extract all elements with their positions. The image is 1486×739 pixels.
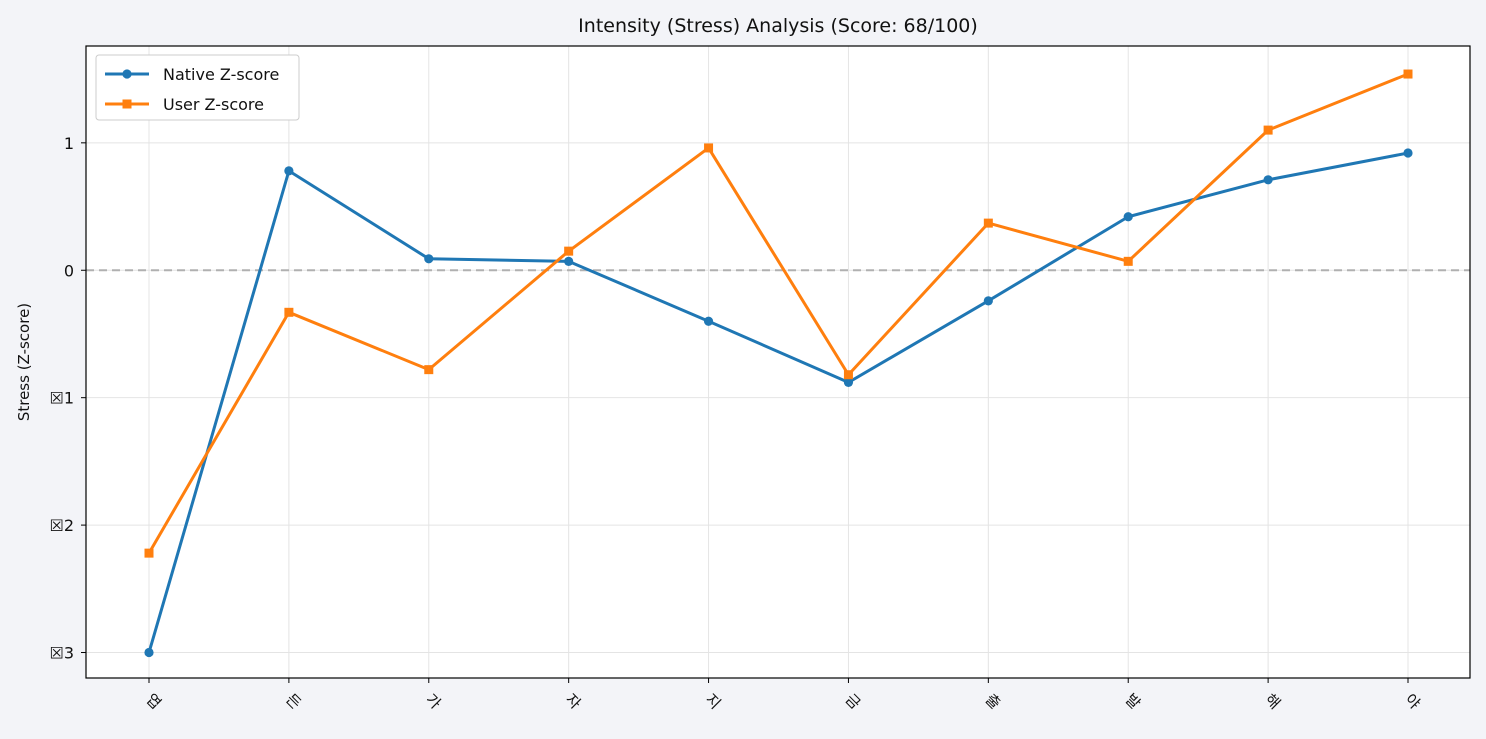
data-point <box>564 246 574 256</box>
series-1 <box>144 148 1413 658</box>
data-point <box>1403 69 1413 79</box>
data-point <box>144 647 154 658</box>
legend-entry: Native Z-score <box>105 65 279 84</box>
plot-frame <box>85 45 1471 679</box>
y-axis-ticks: 1 0 ☒1 ☒2 ☒3 <box>49 134 86 663</box>
legend-label: User Z-score <box>163 95 264 114</box>
data-point <box>983 296 993 306</box>
y-tick-label: 1 <box>64 134 74 153</box>
data-point <box>704 143 714 153</box>
data-point <box>144 548 154 558</box>
series-2 <box>144 69 1413 558</box>
series-lines <box>144 69 1413 658</box>
legend: Native Z-score User Z-score <box>95 54 300 121</box>
series-line <box>147 72 1409 554</box>
data-point <box>284 307 294 317</box>
data-point <box>424 254 434 264</box>
data-point <box>843 377 854 387</box>
legend-marker <box>122 69 132 79</box>
chart-title: Intensity (Stress) Analysis (Score: 68/1… <box>578 15 978 37</box>
legend-entry: User Z-score <box>105 95 264 114</box>
data-point <box>1123 212 1133 222</box>
y-tick-label: ☒1 <box>49 389 74 408</box>
y-tick-label: 0 <box>64 261 74 280</box>
data-point <box>424 365 434 375</box>
data-point <box>843 370 853 380</box>
series-line <box>147 151 1409 653</box>
legend-marker <box>122 99 132 109</box>
data-point <box>1263 125 1273 135</box>
plot-area <box>86 46 1470 678</box>
data-point <box>703 316 714 326</box>
legend-label: Native Z-score <box>163 65 279 84</box>
y-axis-label: Stress (Z-score) <box>15 303 33 421</box>
y-tick-label: ☒3 <box>49 644 74 663</box>
data-point <box>1123 256 1133 266</box>
data-point <box>1263 175 1273 185</box>
data-point <box>564 256 574 266</box>
data-point <box>284 166 294 176</box>
grid-lines <box>86 46 1470 678</box>
y-tick-label: ☒2 <box>49 516 74 535</box>
data-point <box>1403 148 1413 158</box>
data-point <box>983 218 993 228</box>
